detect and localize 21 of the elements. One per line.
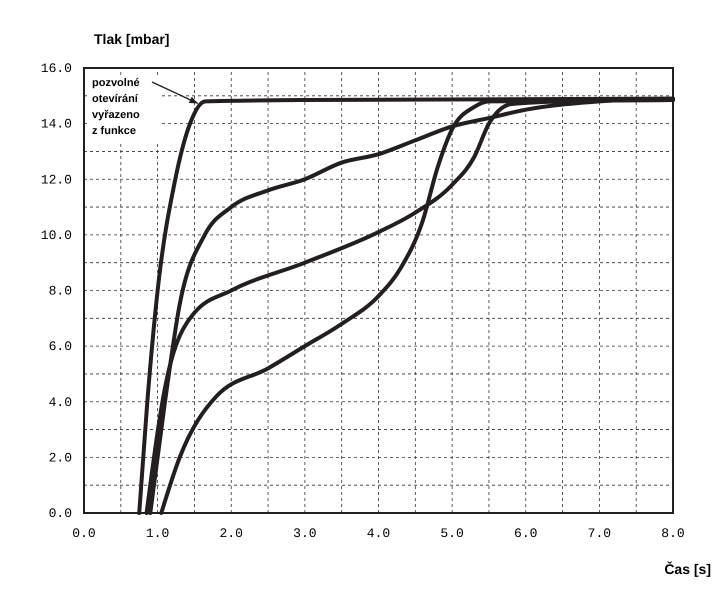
- x-tick-label: 2.0: [220, 526, 243, 541]
- y-tick-label: 2.0: [48, 450, 72, 466]
- x-tick-label: 4.0: [366, 526, 390, 541]
- x-tick-label: 5.0: [440, 526, 464, 541]
- y-tick-label: 6.0: [48, 339, 72, 354]
- x-tick-label: 3.0: [293, 526, 317, 541]
- y-tick-label: 12.0: [40, 172, 72, 188]
- x-tick-label: 6.0: [514, 526, 538, 541]
- x-tick-label: 0.0: [72, 526, 96, 541]
- x-axis-title: Čas [s]: [664, 561, 711, 577]
- y-tick-label: 10.0: [40, 228, 72, 243]
- x-tick-label: 8.0: [661, 526, 685, 541]
- y-tick-label: 16.0: [40, 61, 72, 76]
- y-tick-label: 0.0: [48, 506, 72, 521]
- y-tick-label: 14.0: [40, 116, 72, 132]
- y-axis-title: Tlak [mbar]: [94, 31, 170, 47]
- y-tick-label: 4.0: [48, 394, 72, 410]
- y-tick-label: 8.0: [48, 284, 72, 298]
- x-tick-label: 1.0: [146, 526, 170, 541]
- x-tick-label: 7.0: [588, 526, 612, 541]
- annotation: pozvolné otevírání vyřazeno z funkce: [92, 77, 140, 137]
